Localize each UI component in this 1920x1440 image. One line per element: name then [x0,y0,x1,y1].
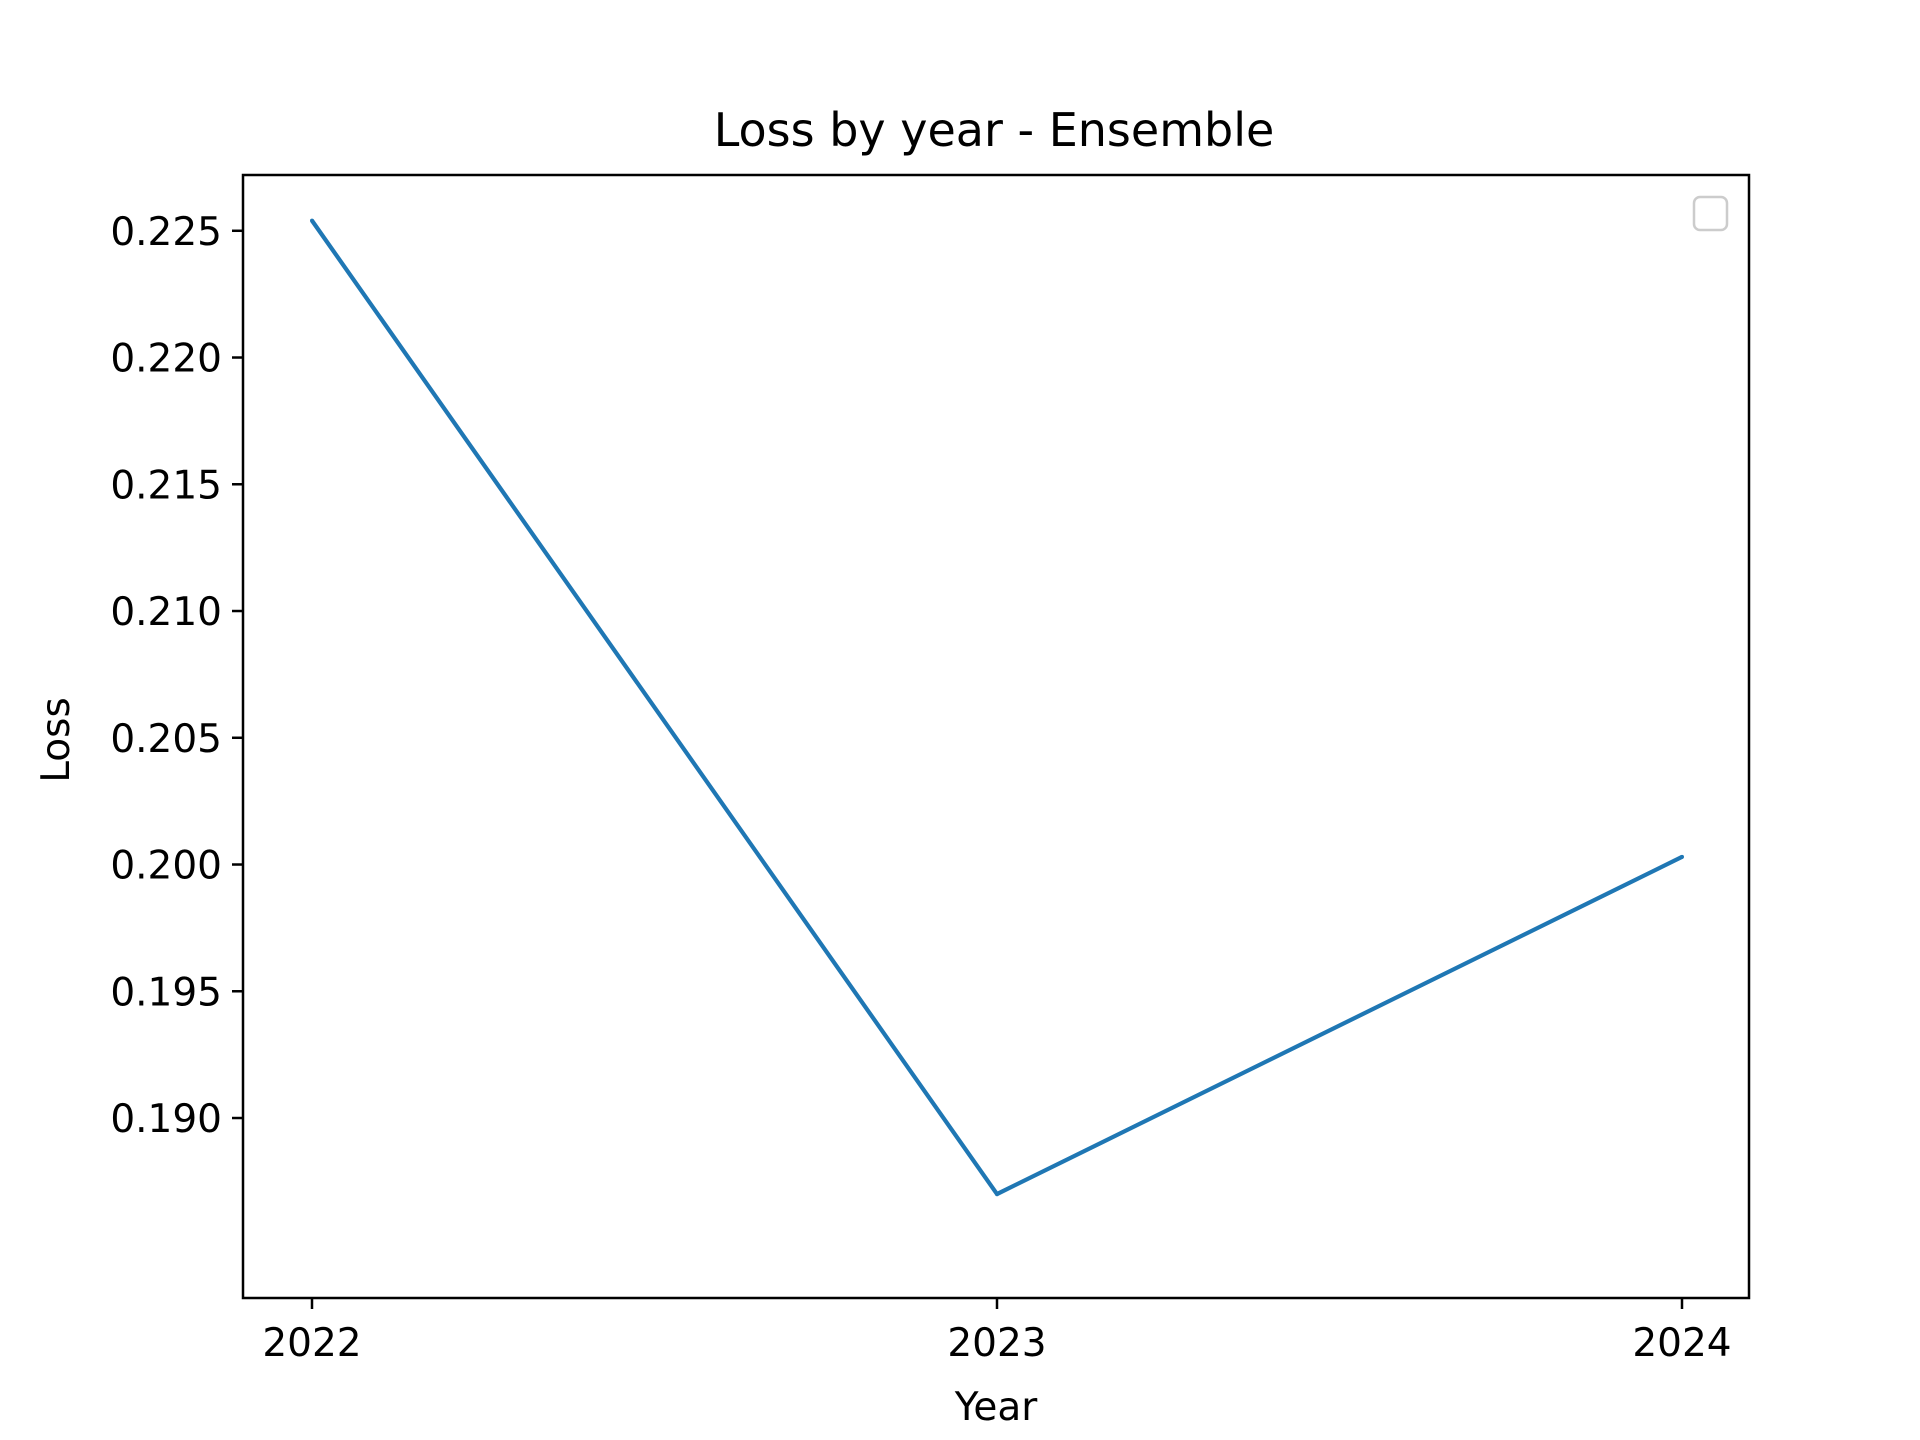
chart-title: Loss by year - Ensemble [714,103,1275,157]
data-point [1680,854,1684,859]
x-tick-label: 2024 [1632,1321,1731,1366]
y-tick-label: 0.215 [110,463,222,508]
plot-frame [241,173,1751,1300]
data-point [995,1192,999,1197]
y-tick-label: 0.195 [110,970,222,1015]
y-tick-label: 0.210 [110,590,222,635]
y-tick-label: 0.225 [110,210,222,255]
y-axis-label: Loss [34,697,79,783]
y-tick-label: 0.205 [110,717,222,762]
x-tick-label: 2022 [262,1321,361,1366]
y-tick-label: 0.190 [110,1097,222,1142]
x-axis-ticks: 2022 2023 2024 [262,1298,1732,1366]
legend-box [1692,195,1729,232]
x-tick-label: 2023 [947,1321,1046,1366]
y-tick-label: 0.220 [110,337,222,382]
y-tick-label: 0.200 [110,844,222,889]
series-group [310,218,1684,1197]
data-point [310,218,314,223]
x-axis-label: Year [954,1385,1039,1430]
y-axis-ticks: 0.190 0.195 0.200 0.205 0.210 0.215 0.220 0.225 [110,210,243,1142]
